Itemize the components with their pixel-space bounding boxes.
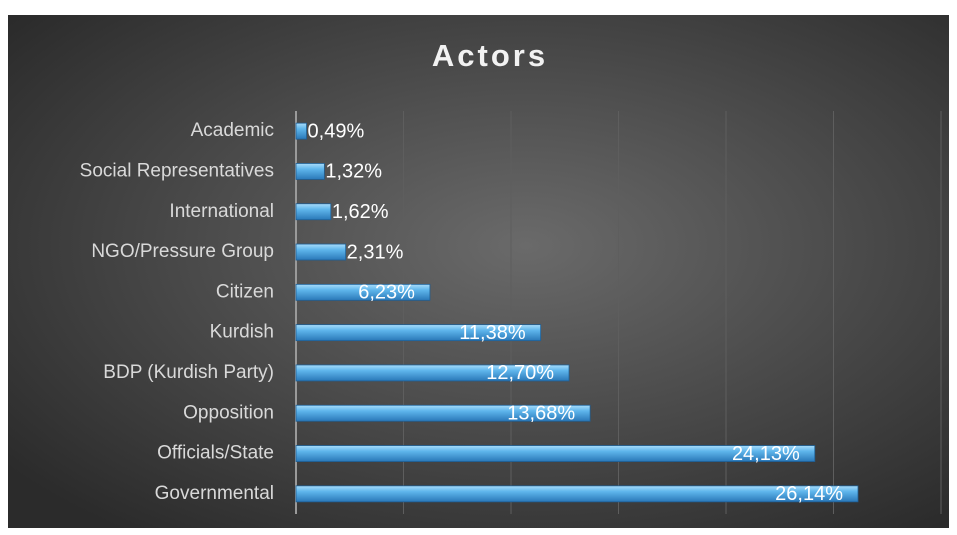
y-tick-label: Social Representatives bbox=[80, 160, 274, 181]
bar bbox=[295, 324, 542, 342]
bar bbox=[295, 445, 816, 462]
y-tick-label: NGO/Pressure Group bbox=[91, 241, 274, 262]
bar bbox=[295, 163, 325, 180]
y-tick-label: Citizen bbox=[216, 281, 274, 302]
chart-background bbox=[8, 15, 949, 528]
y-tick-label: Opposition bbox=[183, 402, 274, 423]
bar bbox=[295, 485, 859, 503]
y-tick-label: Kurdish bbox=[210, 322, 274, 343]
data-label: 0,49% bbox=[308, 120, 365, 142]
bar bbox=[295, 203, 332, 221]
data-label: 13,68% bbox=[507, 403, 575, 425]
y-tick-label: Academic bbox=[191, 120, 274, 141]
y-tick-label: Governmental bbox=[155, 483, 274, 504]
y-tick-label: BDP (Kurdish Party) bbox=[103, 362, 274, 383]
bar bbox=[295, 364, 570, 382]
y-tick-label: Officials/State bbox=[157, 443, 274, 464]
data-label: 12,70% bbox=[486, 362, 554, 384]
bar bbox=[295, 243, 347, 261]
data-label: 1,62% bbox=[332, 201, 389, 223]
data-label: 6,23% bbox=[358, 282, 415, 304]
data-label: 26,14% bbox=[775, 483, 843, 505]
data-label: 2,31% bbox=[347, 241, 404, 263]
y-tick-label: International bbox=[169, 201, 274, 222]
chart-title: Actors bbox=[432, 38, 548, 73]
data-label: 1,32% bbox=[325, 161, 382, 183]
data-label: 24,13% bbox=[732, 443, 800, 465]
bar bbox=[295, 283, 431, 301]
bar bbox=[295, 122, 307, 140]
data-label: 11,38% bbox=[459, 322, 526, 344]
bar bbox=[295, 404, 591, 422]
